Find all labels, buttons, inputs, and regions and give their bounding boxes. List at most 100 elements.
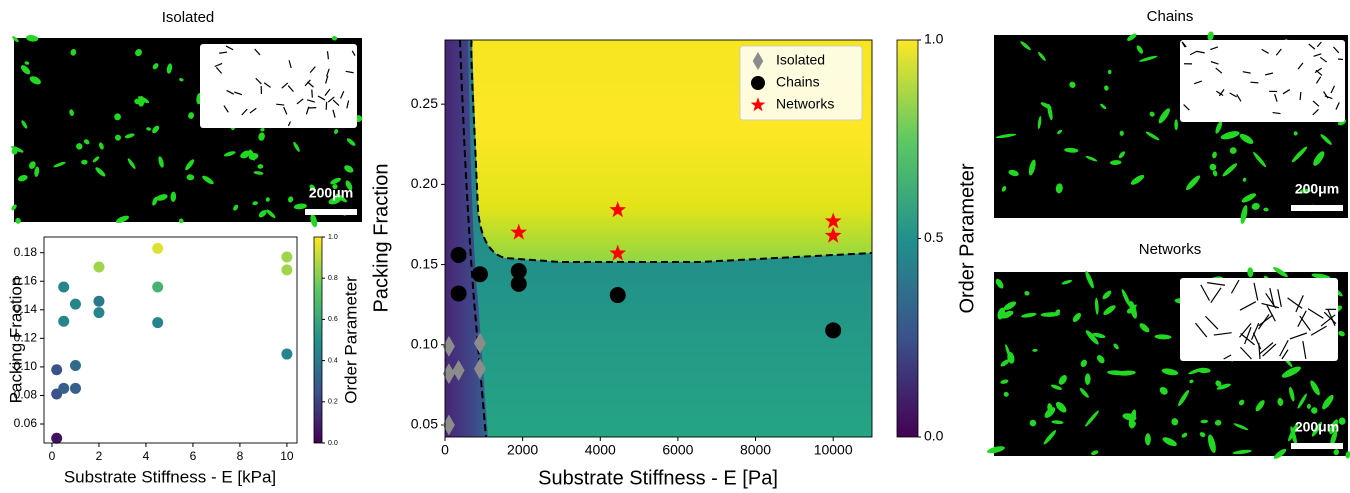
cell <box>248 152 259 160</box>
cell <box>1092 332 1106 339</box>
cell <box>1255 400 1265 412</box>
skeleton <box>1282 89 1291 95</box>
skeleton <box>1240 346 1252 360</box>
cell <box>260 127 265 132</box>
skeleton <box>1332 46 1340 54</box>
cell <box>1154 334 1172 340</box>
cell <box>17 174 28 182</box>
skeleton <box>1240 333 1255 346</box>
skeleton <box>345 70 354 74</box>
cell <box>1232 449 1252 455</box>
cell <box>1029 419 1037 427</box>
cell <box>1273 267 1288 278</box>
cell <box>1003 301 1017 311</box>
point <box>51 432 63 444</box>
cell <box>1055 309 1061 316</box>
cell <box>1000 359 1010 367</box>
point <box>93 307 105 319</box>
skeleton <box>1189 50 1198 56</box>
skeleton <box>288 60 292 69</box>
cell <box>81 159 88 165</box>
y-tick-label: 0.14 <box>14 302 38 316</box>
cell <box>1096 355 1105 364</box>
skeleton <box>1308 43 1316 50</box>
cell <box>1044 407 1056 418</box>
cell <box>1311 421 1322 437</box>
cell <box>1001 310 1014 319</box>
cell <box>24 61 30 65</box>
legend-label: Networks <box>776 96 834 112</box>
skeleton <box>1183 104 1190 111</box>
skeleton <box>1216 90 1224 97</box>
skeleton <box>241 108 248 116</box>
micrographs <box>11 31 1350 459</box>
point <box>510 275 527 292</box>
skeleton <box>1320 314 1336 327</box>
cell <box>1136 45 1144 54</box>
cell <box>185 159 195 171</box>
point <box>58 382 70 394</box>
cell <box>1181 432 1188 438</box>
point <box>69 298 81 310</box>
scale-bar <box>305 209 357 215</box>
skeleton <box>1265 72 1274 76</box>
cell <box>334 129 339 135</box>
cell <box>1214 419 1222 426</box>
cell <box>1289 386 1295 402</box>
cell <box>1329 419 1338 435</box>
y-axis-label: Packing Fraction <box>370 164 392 313</box>
skeleton <box>215 66 223 74</box>
point <box>510 262 527 279</box>
cell <box>240 150 251 159</box>
cell <box>124 133 135 139</box>
cell <box>179 78 184 82</box>
point <box>281 264 293 276</box>
skeleton <box>1330 85 1336 94</box>
cell <box>1079 388 1089 398</box>
cell <box>1174 119 1178 131</box>
cell <box>1239 133 1254 144</box>
cell <box>1072 312 1082 323</box>
point <box>69 382 81 394</box>
x-tick-label: 10 <box>280 449 294 463</box>
y-tick-label: 0.06 <box>14 416 38 430</box>
cell <box>11 204 17 211</box>
cell <box>1100 103 1107 110</box>
point <box>69 359 81 371</box>
cell <box>1028 159 1036 176</box>
skeleton <box>1239 323 1252 338</box>
cell <box>1091 450 1099 456</box>
skeleton <box>309 66 316 74</box>
cell <box>137 95 145 107</box>
legend-label: Isolated <box>776 52 825 68</box>
axes-frame <box>444 39 873 438</box>
cell <box>53 161 66 168</box>
cell <box>1291 146 1308 163</box>
point <box>58 281 70 293</box>
point <box>609 201 627 218</box>
cell <box>1330 429 1338 447</box>
legend <box>739 45 863 121</box>
cell <box>287 196 294 203</box>
x-tick-label: 6000 <box>662 442 693 458</box>
cell <box>1128 409 1137 428</box>
cell <box>345 180 353 191</box>
skeleton <box>1261 302 1280 309</box>
cell <box>1240 205 1248 224</box>
cell <box>1297 393 1307 409</box>
skeleton <box>1266 305 1276 322</box>
skeleton <box>1253 282 1259 301</box>
cell <box>1288 422 1299 442</box>
cell <box>1020 41 1031 51</box>
cell <box>1212 170 1218 177</box>
y-tick-label: 0.12 <box>14 331 38 345</box>
cell <box>1119 130 1124 136</box>
y-tick-label: 0.10 <box>411 335 438 351</box>
cell <box>1001 186 1007 192</box>
scale-label: 200μm <box>1295 181 1339 197</box>
skeleton <box>1196 50 1205 54</box>
cell <box>1037 116 1042 130</box>
skeleton <box>1323 91 1329 99</box>
skeleton <box>1274 93 1278 102</box>
cell <box>34 166 40 177</box>
